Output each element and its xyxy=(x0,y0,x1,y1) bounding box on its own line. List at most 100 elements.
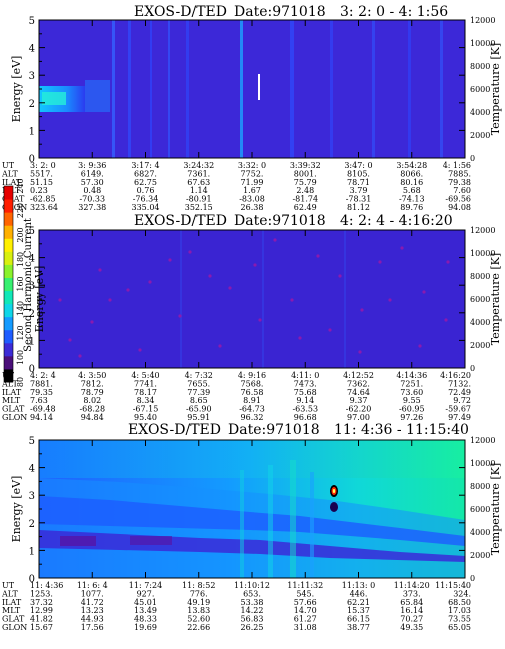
panel-1-cell: 327.38 xyxy=(78,203,106,212)
panel-2-ytick-label: 3 xyxy=(29,281,35,292)
panel-3-stripe xyxy=(290,460,296,578)
panel-2: EXOS-D/TED Date:971018 4: 2: 4 - 4:16:20… xyxy=(1,213,502,422)
panel-1-cell: 67.63 xyxy=(187,178,210,187)
panel-3-cell: 13.23 xyxy=(81,606,104,615)
panel-1-cell: -78.31 xyxy=(346,195,372,204)
panel-3-cell: 15.37 xyxy=(347,606,370,615)
panel-3-cell: 14.70 xyxy=(294,606,317,615)
panel-2-data-dot xyxy=(290,298,294,302)
panel-1-stripe xyxy=(372,20,375,158)
panel-1-cell: 81.12 xyxy=(347,203,370,212)
panel-2-data-dot xyxy=(253,263,257,267)
panel-2-title: EXOS-D/TED xyxy=(134,213,227,229)
panel-1-cell: 75.79 xyxy=(294,178,317,187)
panel-1-cell: 2.48 xyxy=(296,186,314,195)
panel-2-cell: 94.14 xyxy=(30,413,53,422)
panel-1-stripe xyxy=(240,20,243,158)
panel-2-cell: 74.64 xyxy=(347,388,370,397)
panel-2-data-dot xyxy=(360,308,364,312)
panel-1-row-label: GLON xyxy=(2,203,27,212)
panel-3-dark-patch xyxy=(130,536,172,545)
panel-2-cell: 9.14 xyxy=(296,396,314,405)
panel-3-row-label: UT xyxy=(2,581,15,590)
panel-3-cell: 22.66 xyxy=(187,623,210,632)
panel-1-date: Date:971018 xyxy=(234,4,326,20)
panel-3-cell: 45.01 xyxy=(134,598,157,607)
panel-3-cell: 37.32 xyxy=(30,598,53,607)
panel-3-ytick-label: 4 xyxy=(29,464,35,475)
panel-3-cell: 41.72 xyxy=(81,598,104,607)
panel-3-row-label: MLT xyxy=(2,606,21,615)
panel-3-cell: 48.33 xyxy=(134,615,157,624)
panel-3-cell: 65.05 xyxy=(448,623,471,632)
panel-2-ytick-label: 5 xyxy=(29,226,35,237)
panel-2-y-axis: Temperature [K] 0 1 2 3 4 5 0 2000 4000 6000 8000… xyxy=(29,226,502,375)
panel-1-cell: 0.48 xyxy=(83,186,101,195)
panel-1-stripe xyxy=(128,20,131,158)
panel-2-data-dot xyxy=(108,298,112,302)
panel-1-cell: 7.60 xyxy=(453,186,471,195)
panel-2-cell: -68.28 xyxy=(79,405,105,414)
panel-3-time-range: 11: 4:36 - 11:15:40 xyxy=(334,422,469,438)
panel-1-ytick-label: 5 xyxy=(29,16,35,27)
panel-2-y2tick-label: 6000 xyxy=(470,295,490,304)
panel-2-date: Date:971018 xyxy=(234,213,326,229)
panel-1-cell: 6827. xyxy=(134,169,157,178)
panel-2-cell: -59.67 xyxy=(445,405,471,414)
panel-1-spike xyxy=(258,74,260,100)
panel-2-stripe xyxy=(180,230,182,368)
panel-3-row-label: GLAT xyxy=(2,615,25,624)
panel-1-stripe xyxy=(186,20,189,158)
panel-3-cell: 13.49 xyxy=(134,606,157,615)
panel-1-cell: 352.15 xyxy=(185,203,213,212)
panel-3-row-label: GLON xyxy=(2,623,27,632)
panel-3-upper-region xyxy=(39,440,465,478)
colorbar-swatch xyxy=(4,238,13,252)
panel-2-cell: 4:12:52 xyxy=(343,371,374,380)
panel-2-ytick-label: 0 xyxy=(29,364,35,375)
panel-2-data-dot xyxy=(378,260,382,264)
panel-2-cell: -64.73 xyxy=(239,405,265,414)
panel-2-time-range: 4: 2: 4 - 4:16:20 xyxy=(340,213,453,229)
panel-2-cell: 4:11: 0 xyxy=(291,371,319,380)
panel-2-cell: 9.37 xyxy=(350,396,368,405)
panel-1-ytick-label: 4 xyxy=(29,44,35,55)
panel-3-cell: 17.03 xyxy=(448,606,471,615)
panel-2-row-label: ILAT xyxy=(2,388,22,397)
panel-1-y2tick-label: 2000 xyxy=(470,131,490,140)
panel-3-cell: 52.60 xyxy=(187,615,210,624)
panel-3: EXOS-D/TED Date:971018 11: 4:36 - 11:15:… xyxy=(1,422,502,632)
panel-1-stripe xyxy=(408,20,411,158)
panel-3-cell: 11:13: 0 xyxy=(342,581,375,590)
panel-1-y2label: Temperature [K] xyxy=(489,43,502,135)
panel-3-cell: 11:10:12 xyxy=(234,581,270,590)
panel-1-y2tick-label: 4000 xyxy=(470,108,490,117)
panel-1-cell: 89.76 xyxy=(400,203,423,212)
panel-2-cell: 7.63 xyxy=(30,396,48,405)
panel-1-cell: 26.38 xyxy=(241,203,264,212)
panel-2-y2tick-label: 10000 xyxy=(470,249,495,258)
panel-3-ytick-label: 3 xyxy=(29,491,35,502)
panel-1-cell: 7752. xyxy=(241,169,264,178)
panel-1-cell: 7361. xyxy=(187,169,210,178)
panel-2-cell: 72.49 xyxy=(448,388,471,397)
panel-1-ytick-label: 0 xyxy=(29,154,35,165)
panel-2-cell: 7741. xyxy=(134,379,157,388)
panel-3-y2tick-label: 10000 xyxy=(470,459,495,468)
panel-2-data-dot xyxy=(98,268,102,272)
panel-2-cell: 4:14:36 xyxy=(396,371,427,380)
panel-1-cell: 3:39:32 xyxy=(290,161,321,170)
panel-3-cell: 73.55 xyxy=(448,615,471,624)
panel-2-cell: 4: 3:50 xyxy=(78,371,106,380)
panel-3-cell: 49.19 xyxy=(187,598,210,607)
panel-2-data-dot xyxy=(208,274,212,278)
panel-1-cell: 78.71 xyxy=(347,178,370,187)
panel-3-plot-area xyxy=(38,439,466,579)
panel-1-cell: 3.79 xyxy=(350,186,368,195)
panel-1-y2tick-label: 8000 xyxy=(470,62,490,71)
panel-2-cell: 95.91 xyxy=(187,413,210,422)
panel-1-cell: 0.76 xyxy=(137,186,155,195)
panel-1-cell: 1.14 xyxy=(190,186,208,195)
